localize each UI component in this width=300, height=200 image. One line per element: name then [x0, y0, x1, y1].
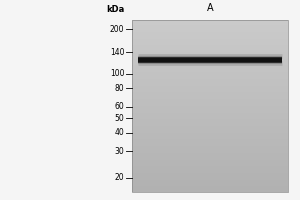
Text: 100: 100: [110, 69, 124, 78]
Text: 20: 20: [115, 173, 124, 182]
Text: 60: 60: [115, 102, 124, 111]
Text: kDa: kDa: [106, 4, 124, 14]
Text: 50: 50: [115, 114, 124, 123]
Text: 200: 200: [110, 25, 124, 34]
Text: A: A: [207, 3, 213, 13]
Text: 140: 140: [110, 48, 124, 57]
Text: 80: 80: [115, 84, 124, 93]
Text: 40: 40: [115, 128, 124, 137]
Text: 30: 30: [115, 147, 124, 156]
Bar: [132, 20, 288, 192]
